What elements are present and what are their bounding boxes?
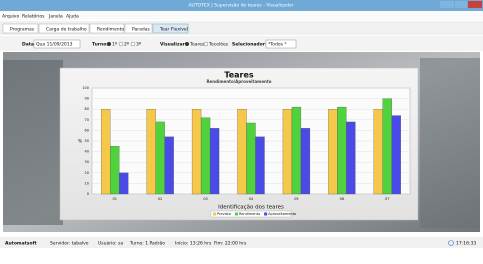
selector-label: Selecionador:: [232, 42, 267, 48]
x-tick-label: 01: [112, 197, 116, 201]
bar: [201, 118, 210, 194]
x-axis-label: Identificação dos teares: [218, 205, 284, 211]
bar: [238, 109, 247, 194]
legend-swatch: [264, 213, 267, 216]
minimize-button[interactable]: [440, 1, 454, 8]
tab-label[interactable]: Paradas: [132, 27, 150, 33]
tab-label[interactable]: Tear Flexível: [159, 26, 188, 33]
app-window: AUTOTEX | Supervisão de teares - Visuali…: [0, 0, 483, 264]
close-button[interactable]: [468, 1, 482, 8]
bar: [283, 109, 292, 194]
date-value[interactable]: Qua 11/09/2013: [36, 42, 73, 48]
maximize-button[interactable]: [455, 1, 467, 8]
x-tick-label: 02: [158, 197, 162, 201]
bar: [328, 109, 337, 194]
legend-label: Aproveitamento: [268, 212, 296, 216]
window-title: AUTOTEX | Supervisão de teares - Visuali…: [188, 3, 293, 9]
legend-label: Rendimento: [239, 212, 260, 216]
y-axis-label: %: [78, 139, 83, 145]
menu-item[interactable]: Janela: [48, 14, 63, 20]
bar: [156, 122, 165, 194]
bar: [383, 99, 392, 194]
bar: [256, 137, 265, 194]
y-tick-label: 80: [85, 107, 89, 111]
radio[interactable]: [131, 42, 135, 46]
bar: [110, 146, 119, 194]
bar: [292, 107, 301, 194]
menu-item[interactable]: Relatórios: [22, 13, 45, 20]
selector-value[interactable]: *Todos *: [268, 42, 287, 48]
y-tick-label: 40: [85, 150, 89, 154]
y-tick-label: 100: [82, 86, 89, 90]
bar: [147, 109, 156, 194]
status-item: Usuário: sa: [98, 240, 123, 247]
legend-swatch: [235, 213, 238, 216]
bar: [374, 109, 383, 194]
status-clock: 17:16:33: [456, 241, 476, 247]
bar: [346, 122, 355, 194]
x-tick-label: 07: [385, 197, 389, 201]
radio[interactable]: [185, 42, 189, 46]
background-image: [420, 58, 480, 228]
view-option[interactable]: Tecelões: [208, 42, 229, 48]
shift-label: Turno:: [92, 42, 108, 48]
x-tick-label: 05: [294, 197, 298, 201]
radio[interactable]: [119, 42, 123, 46]
bar: [101, 109, 110, 194]
menu-item[interactable]: Arquivo: [2, 14, 19, 20]
y-tick-label: 10: [85, 181, 89, 185]
bar: [210, 128, 219, 194]
bar: [301, 128, 310, 194]
y-tick-label: 90: [85, 97, 89, 101]
tab-label[interactable]: Rendimento: [97, 27, 124, 33]
background-image: [3, 60, 63, 225]
legend-label: Previsto: [217, 212, 231, 216]
x-tick-label: 04: [249, 197, 254, 201]
chart-subtitle: Rendimento/Aproveitamento: [206, 79, 271, 84]
status-item: Servidor: tabalvo: [50, 241, 89, 247]
radio[interactable]: [204, 42, 208, 46]
view-option[interactable]: Teares: [189, 42, 205, 48]
status-item: Início: 13:26 hrs: [175, 240, 212, 247]
bar: [247, 123, 256, 194]
shift-option[interactable]: 1º: [112, 42, 117, 48]
status-item: Fim: 22:00 hrs: [214, 241, 247, 247]
y-tick-label: 0: [87, 192, 89, 196]
status-item: Automatsoft: [5, 241, 38, 247]
bar: [119, 173, 128, 194]
bar: [337, 107, 346, 194]
tab-label[interactable]: Carga de trabalho: [46, 27, 87, 33]
menu-item[interactable]: Ajuda: [66, 14, 79, 20]
shift-option[interactable]: 2º: [124, 42, 129, 48]
legend-swatch: [213, 213, 216, 216]
status-item: Turno: 1 Padrão: [129, 241, 165, 247]
shift-option[interactable]: 3º: [136, 42, 141, 48]
y-tick-label: 20: [85, 171, 89, 175]
view-label: Visualizar:: [160, 42, 187, 48]
y-tick-label: 70: [85, 118, 89, 122]
y-tick-label: 30: [85, 160, 89, 164]
x-tick-label: 03: [203, 197, 207, 201]
y-tick-label: 60: [85, 128, 89, 132]
tab-label[interactable]: Programas: [10, 27, 35, 33]
radio[interactable]: [107, 42, 111, 46]
y-tick-label: 50: [85, 139, 89, 143]
bar: [392, 116, 401, 194]
bar: [192, 109, 201, 194]
bar: [165, 137, 174, 194]
x-tick-label: 06: [340, 197, 344, 201]
